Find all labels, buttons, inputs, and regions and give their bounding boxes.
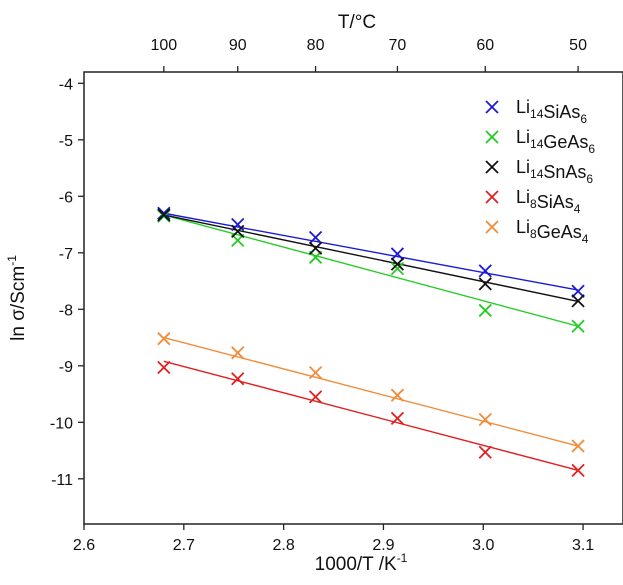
y-axis-ticks: -4 -5 -6 -7 -8 -9 -10 -11: [50, 76, 84, 489]
y-tick-label: -8: [59, 302, 73, 319]
data-point-x-marker: [157, 208, 171, 222]
data-point-x-marker: [308, 365, 323, 380]
data-point-x-marker: [390, 261, 405, 276]
data-point-x-marker: [390, 411, 405, 425]
x-tick-label: 3.0: [472, 537, 494, 554]
x-tick-label: 2.9: [372, 537, 394, 554]
legend-marker: [485, 190, 499, 204]
x-tick-label: 3.1: [572, 537, 594, 554]
data-point-x-marker: [231, 346, 245, 360]
data-point-x-marker: [571, 319, 585, 333]
data-point-x-marker: [157, 206, 171, 220]
y-axis-title-main: ln σ/Scm: [8, 266, 29, 341]
data-point-x-marker: [390, 247, 405, 261]
data-point-x-marker: [478, 264, 492, 278]
legend-label: Li8SiAs4: [516, 187, 581, 216]
data-points: [157, 206, 585, 477]
data-point-x-marker: [571, 284, 585, 298]
y-tick-label: -7: [59, 246, 73, 263]
top-tick-label: 80: [307, 37, 325, 54]
y-tick-label: -6: [59, 189, 73, 206]
top-tick-label: 90: [229, 37, 247, 54]
data-point-x-marker: [571, 463, 585, 477]
y-axis-title: ln σ/Scm-1: [5, 255, 29, 341]
legend-label: Li8GeAs4: [516, 217, 589, 246]
data-point-x-marker: [231, 372, 245, 386]
data-point-x-marker: [390, 388, 405, 402]
data-point-x-marker: [308, 241, 323, 255]
top-tick-label: 50: [569, 37, 587, 54]
fit-line: [163, 214, 579, 327]
data-point-x-marker: [478, 303, 492, 318]
data-point-x-marker: [231, 217, 245, 232]
legend: Li14SiAs6Li14GeAs6Li14SnAs6Li8SiAs4Li8Ge…: [485, 97, 595, 246]
y-tick-label: -11: [51, 472, 73, 489]
top-tick-label: 60: [476, 37, 494, 54]
legend-label: Li14SnAs6: [516, 157, 593, 186]
x-axis-title-sup: -1: [397, 551, 408, 565]
x-axis-title-main: 1000/T /K: [315, 554, 397, 575]
y-tick-label: -10: [50, 415, 73, 432]
data-point-x-marker: [390, 257, 405, 271]
data-point-x-marker: [571, 439, 585, 453]
x-tick-label: 2.7: [173, 537, 195, 554]
top-tick-label: 70: [389, 37, 407, 54]
data-point-x-marker: [478, 412, 492, 427]
data-point-x-marker: [157, 360, 171, 375]
y-tick-label: -9: [59, 359, 73, 376]
top-axis-title: T/°C: [338, 12, 376, 33]
legend-label: Li14SiAs6: [516, 97, 587, 126]
x-tick-label: 2.6: [73, 537, 95, 554]
data-point-x-marker: [231, 224, 245, 238]
legend-marker: [485, 160, 499, 174]
y-tick-label: -5: [59, 133, 73, 150]
legend-marker: [485, 220, 499, 234]
legend-marker: [485, 100, 499, 114]
fit-lines: [163, 212, 579, 472]
fit-line: [163, 360, 579, 472]
data-point-x-marker: [308, 390, 323, 404]
data-point-x-marker: [308, 230, 323, 245]
top-tick-label: 100: [151, 37, 178, 54]
data-point-x-marker: [571, 294, 585, 308]
plot-frame: [83, 71, 623, 525]
data-point-x-marker: [478, 277, 492, 291]
x-axis-title: 1000/T /K-1: [315, 551, 408, 575]
fit-line: [163, 336, 579, 447]
data-point-x-marker: [478, 445, 492, 459]
x-tick-label: 2.8: [273, 537, 295, 554]
y-tick-label: -4: [59, 76, 73, 93]
x-axis-ticks: 2.6 2.7 2.8 2.9 3.0 3.1: [73, 524, 594, 554]
y-axis-title-sup: -1: [5, 255, 19, 266]
data-point-x-marker: [157, 332, 171, 346]
top-axis-ticks: 100 90 80 70 60 50: [151, 37, 587, 72]
legend-label: Li14GeAs6: [516, 127, 595, 156]
legend-marker: [485, 130, 499, 144]
